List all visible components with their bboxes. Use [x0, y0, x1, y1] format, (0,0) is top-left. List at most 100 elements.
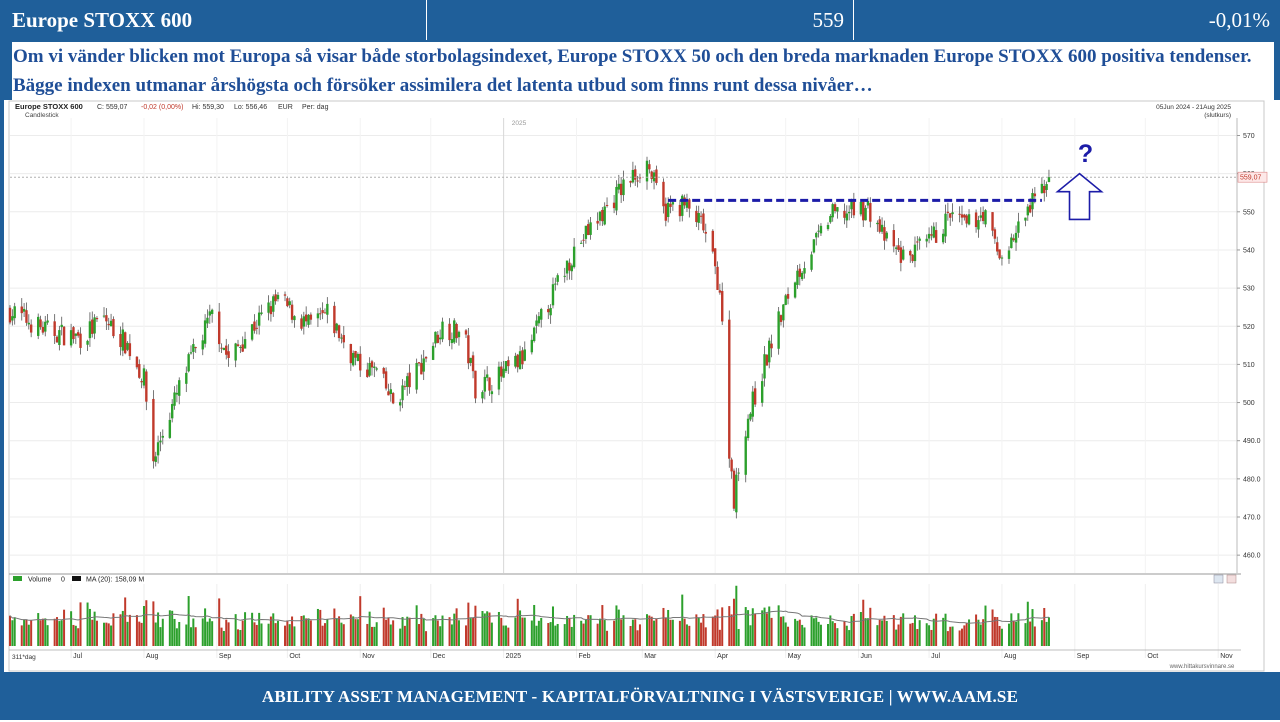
volume-bar — [175, 628, 178, 646]
candle — [218, 311, 221, 345]
candle — [615, 186, 618, 211]
volume-bar — [810, 615, 813, 646]
volume-bar — [744, 607, 747, 646]
candle — [309, 314, 313, 320]
candle — [356, 354, 360, 361]
volume-bar — [864, 618, 867, 646]
candle — [109, 320, 113, 327]
volume-bar — [928, 625, 931, 646]
volume-bar — [326, 618, 329, 646]
candle — [368, 362, 371, 376]
volume-bar — [777, 605, 780, 646]
candle — [29, 324, 33, 333]
volume-bar — [803, 627, 806, 646]
month-label: Oct — [289, 653, 300, 660]
candle — [902, 249, 905, 260]
candle — [335, 323, 338, 331]
volume-bar — [991, 609, 994, 646]
volume-bar — [566, 615, 569, 646]
candle — [142, 368, 146, 386]
candle — [744, 436, 747, 475]
description-text: Om vi vänder blicken mot Europa så visar… — [12, 42, 1274, 102]
volume-bar — [918, 620, 921, 646]
volume-bar — [284, 625, 287, 646]
volume-bar — [598, 618, 601, 646]
candle — [474, 370, 477, 399]
volume-bar — [794, 618, 797, 646]
volume-bar — [718, 629, 721, 646]
month-label: Dec — [433, 653, 446, 660]
volume-bar — [629, 626, 632, 646]
candle — [507, 360, 510, 367]
volume-bar — [796, 620, 799, 646]
month-label: 2025 — [506, 653, 522, 660]
candle — [864, 207, 867, 221]
volume-bar — [878, 619, 881, 646]
volume-bar — [187, 596, 190, 646]
volume-bar — [601, 605, 604, 646]
y-tick-label: 510 — [1243, 362, 1255, 369]
candle — [323, 312, 327, 314]
candle — [290, 304, 294, 320]
candle — [185, 372, 188, 384]
volume-bar — [530, 620, 533, 646]
candle — [1012, 238, 1015, 241]
volume-bar — [274, 623, 277, 646]
candle — [984, 210, 987, 225]
chart-style-label[interactable]: Candlestick — [25, 112, 59, 119]
candle — [375, 368, 378, 370]
volume-bar — [142, 605, 145, 646]
volume-bar — [455, 608, 458, 646]
candle — [267, 302, 270, 313]
volume-bar — [570, 626, 573, 646]
volume-bar — [415, 605, 418, 646]
volume-bar — [946, 631, 949, 646]
candle — [220, 347, 223, 349]
volume-bar — [370, 626, 373, 646]
candle — [655, 169, 658, 183]
candle — [612, 202, 616, 209]
candle — [274, 294, 277, 302]
month-label: Jun — [861, 653, 872, 660]
candle — [300, 318, 303, 329]
zoom-icon[interactable] — [1213, 574, 1224, 584]
volume-bar — [93, 611, 96, 646]
volume-bar — [119, 614, 122, 646]
candle — [55, 336, 59, 343]
volume-bar — [502, 625, 505, 646]
volume-bar — [41, 618, 44, 646]
volume-bar — [787, 626, 790, 646]
volume-bar — [798, 619, 801, 646]
candle — [457, 331, 461, 338]
candle — [826, 224, 830, 230]
candle — [255, 327, 259, 329]
volume-bar — [784, 622, 787, 646]
month-label: Sep — [1077, 653, 1090, 660]
volume-bar — [944, 613, 947, 646]
close-panel-icon[interactable] — [1226, 574, 1237, 584]
volume-bar — [669, 619, 672, 646]
candle — [27, 322, 31, 325]
candle — [25, 310, 28, 323]
volume-bar — [349, 614, 352, 646]
candle — [925, 238, 928, 242]
candle — [669, 203, 672, 207]
volume-bar — [95, 620, 98, 646]
volume-bar — [56, 617, 59, 646]
volume-bar — [368, 611, 371, 646]
candle — [932, 226, 935, 238]
volume-bar — [563, 624, 566, 646]
candle — [93, 317, 96, 334]
volume-bar — [13, 617, 16, 646]
candle — [993, 229, 997, 239]
volume-bar — [457, 620, 460, 646]
volume-bar — [655, 618, 658, 646]
volume-bar — [157, 612, 160, 646]
y-tick-label: 520 — [1243, 324, 1255, 331]
candle — [810, 254, 813, 270]
volume-bar — [11, 620, 14, 646]
candle — [991, 212, 994, 231]
volume-bar — [881, 620, 884, 646]
candle — [145, 371, 148, 402]
candle — [518, 351, 522, 370]
